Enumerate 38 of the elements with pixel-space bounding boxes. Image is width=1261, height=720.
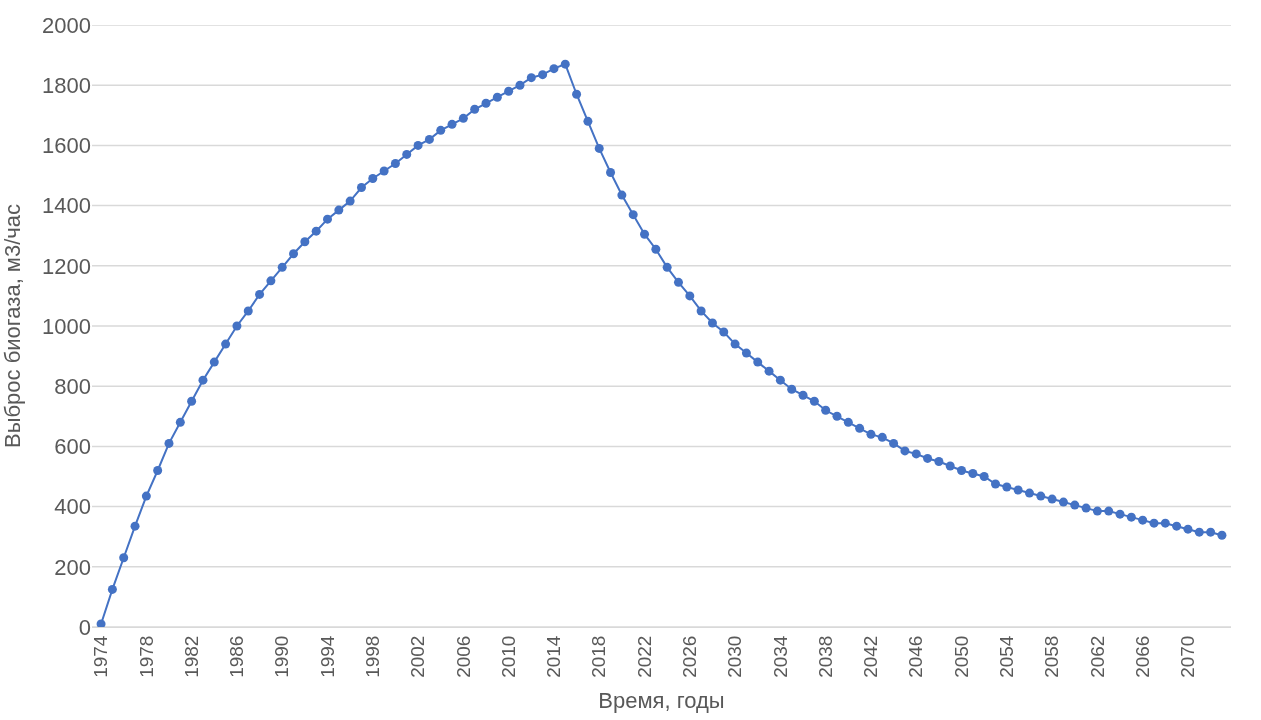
y-tick-label: 200: [54, 554, 91, 580]
x-tick-label: 2054: [995, 635, 1017, 678]
y-tick-label: 1400: [42, 193, 91, 219]
y-tick-label: 600: [54, 434, 91, 460]
x-tick-label: 1986: [226, 635, 248, 678]
y-tick-label: 1200: [42, 253, 91, 279]
x-tick-label: 1978: [135, 635, 157, 678]
x-tick-label: 2062: [1086, 635, 1108, 678]
y-tick-label: 1600: [42, 133, 91, 159]
x-tick-label: 2034: [769, 635, 791, 678]
x-tick-label: 2006: [452, 635, 474, 678]
x-tick-label: 2022: [633, 635, 655, 678]
x-tick-label: 2066: [1131, 635, 1153, 678]
x-tick-label: 1974: [90, 635, 112, 678]
x-tick-label: 2046: [905, 635, 927, 678]
x-tick-label: 1990: [271, 635, 293, 678]
x-tick-label: 2042: [860, 635, 882, 678]
y-tick-label: 1800: [42, 72, 91, 98]
x-axis-title: Время, годы: [598, 687, 725, 713]
x-tick-label: 2018: [588, 635, 610, 678]
x-tick-label: 2038: [814, 635, 836, 678]
x-tick-label: 2058: [1041, 635, 1063, 678]
x-tick-label: 2070: [1177, 635, 1199, 678]
x-tick-label: 2002: [407, 635, 429, 678]
y-tick-label: 1000: [42, 313, 91, 339]
x-tick-label: 2050: [950, 635, 972, 678]
x-tick-label: 2014: [543, 635, 565, 678]
x-tick-label: 2010: [497, 635, 519, 678]
y-tick-label: 2000: [42, 12, 91, 38]
x-tick-label: 2030: [724, 635, 746, 678]
y-tick-label: 800: [54, 373, 91, 399]
y-axis-title: Выброс биогаза, м3/час: [0, 203, 25, 449]
x-tick-label: 2026: [678, 635, 700, 678]
x-tick-label: 1994: [316, 635, 338, 678]
x-tick-label: 1982: [180, 635, 202, 678]
y-tick-label: 400: [54, 494, 91, 520]
x-tick-label: 1998: [361, 635, 383, 678]
y-tick-label: 0: [78, 614, 91, 640]
